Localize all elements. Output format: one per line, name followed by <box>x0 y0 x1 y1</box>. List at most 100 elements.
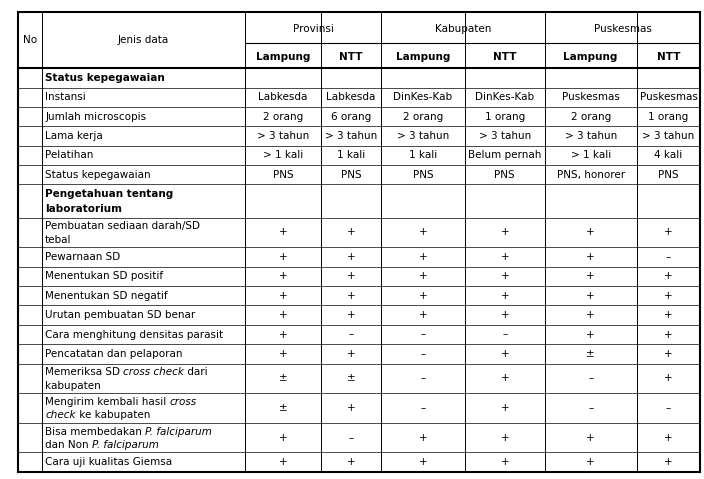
Text: Memeriksa SD: Memeriksa SD <box>45 367 123 377</box>
Text: PNS: PNS <box>413 170 433 180</box>
Text: +: + <box>586 291 595 301</box>
Text: Lampung: Lampung <box>563 52 618 62</box>
Text: ±: ± <box>347 374 356 383</box>
Text: > 3 tahun: > 3 tahun <box>643 131 695 141</box>
Text: +: + <box>501 271 509 281</box>
Text: +: + <box>347 228 356 238</box>
Text: –: – <box>666 403 671 413</box>
Text: 1 orang: 1 orang <box>648 112 689 122</box>
Text: P. falciparum: P. falciparum <box>92 440 159 450</box>
Text: ±: ± <box>586 349 595 359</box>
Text: Pencatatan dan pelaporan: Pencatatan dan pelaporan <box>45 349 182 359</box>
Text: Menentukan SD positif: Menentukan SD positif <box>45 271 163 281</box>
Text: Lampung: Lampung <box>396 52 450 62</box>
Text: laboratorium: laboratorium <box>45 205 122 215</box>
Text: Mengirim kembali hasil: Mengirim kembali hasil <box>45 397 170 407</box>
Text: +: + <box>586 228 595 238</box>
Text: Status kepegawaian: Status kepegawaian <box>45 73 165 83</box>
Text: NTT: NTT <box>493 52 517 62</box>
Text: +: + <box>664 433 673 443</box>
Text: +: + <box>347 457 356 467</box>
Text: dan Non: dan Non <box>45 440 92 450</box>
Text: PNS: PNS <box>494 170 515 180</box>
Text: +: + <box>347 349 356 359</box>
Text: +: + <box>664 374 673 383</box>
Text: Puskesmas: Puskesmas <box>593 23 651 34</box>
Text: +: + <box>419 252 427 262</box>
Text: +: + <box>279 433 287 443</box>
Text: Pelatihan: Pelatihan <box>45 150 94 160</box>
Text: ke kabupaten: ke kabupaten <box>75 411 150 421</box>
Text: +: + <box>279 271 287 281</box>
Text: ±: ± <box>279 374 287 383</box>
Text: +: + <box>347 310 356 320</box>
Text: Puskesmas: Puskesmas <box>640 92 698 102</box>
Text: +: + <box>664 310 673 320</box>
Text: –: – <box>666 252 671 262</box>
Text: Instansi: Instansi <box>45 92 86 102</box>
Text: Pengetahuan tentang: Pengetahuan tentang <box>45 189 173 199</box>
Text: –: – <box>348 330 353 340</box>
Text: Lampung: Lampung <box>256 52 310 62</box>
Text: 6 orang: 6 orang <box>331 112 371 122</box>
Text: +: + <box>586 433 595 443</box>
Text: > 3 tahun: > 3 tahun <box>479 131 531 141</box>
Text: P. falciparum: P. falciparum <box>145 427 212 436</box>
Text: +: + <box>586 252 595 262</box>
Text: +: + <box>586 330 595 340</box>
Text: +: + <box>501 457 509 467</box>
Text: +: + <box>501 349 509 359</box>
Text: +: + <box>586 457 595 467</box>
Text: +: + <box>664 457 673 467</box>
Text: +: + <box>664 271 673 281</box>
Text: 2 orang: 2 orang <box>263 112 303 122</box>
Text: Provinsi: Provinsi <box>293 23 334 34</box>
Text: Puskesmas: Puskesmas <box>562 92 620 102</box>
Text: > 1 kali: > 1 kali <box>570 150 611 160</box>
Text: +: + <box>501 291 509 301</box>
Text: +: + <box>347 291 356 301</box>
Text: Lama kerja: Lama kerja <box>45 131 103 141</box>
Text: > 3 tahun: > 3 tahun <box>397 131 449 141</box>
Text: Bisa membedakan: Bisa membedakan <box>45 427 145 436</box>
Text: check: check <box>45 411 75 421</box>
Text: –: – <box>420 349 425 359</box>
Text: dari: dari <box>184 367 208 377</box>
Text: Jenis data: Jenis data <box>118 35 169 45</box>
Text: Pembuatan sediaan darah/SD: Pembuatan sediaan darah/SD <box>45 221 200 231</box>
Text: cross check: cross check <box>123 367 184 377</box>
Text: 1 kali: 1 kali <box>409 150 437 160</box>
Text: tebal: tebal <box>45 235 72 245</box>
Text: +: + <box>501 310 509 320</box>
Text: kabupaten: kabupaten <box>45 381 101 391</box>
Text: +: + <box>347 271 356 281</box>
Text: PNS, honorer: PNS, honorer <box>557 170 624 180</box>
Text: +: + <box>586 310 595 320</box>
Text: > 3 tahun: > 3 tahun <box>257 131 309 141</box>
Text: +: + <box>419 310 427 320</box>
Text: DinKes-Kab: DinKes-Kab <box>394 92 453 102</box>
Text: Cara menghitung densitas parasit: Cara menghitung densitas parasit <box>45 330 223 340</box>
Text: 1 kali: 1 kali <box>337 150 365 160</box>
Text: Labkesda: Labkesda <box>327 92 376 102</box>
Text: +: + <box>664 228 673 238</box>
Text: –: – <box>348 433 353 443</box>
Text: +: + <box>501 403 509 413</box>
Text: NTT: NTT <box>339 52 363 62</box>
Text: +: + <box>419 271 427 281</box>
Text: 4 kali: 4 kali <box>655 150 683 160</box>
Text: DinKes-Kab: DinKes-Kab <box>475 92 534 102</box>
Text: Status kepegawaian: Status kepegawaian <box>45 170 151 180</box>
Text: –: – <box>420 403 425 413</box>
Text: –: – <box>420 330 425 340</box>
Text: 1 orang: 1 orang <box>484 112 525 122</box>
Text: Kabupaten: Kabupaten <box>434 23 491 34</box>
Text: > 3 tahun: > 3 tahun <box>325 131 377 141</box>
Text: +: + <box>347 252 356 262</box>
Text: 2 orang: 2 orang <box>403 112 443 122</box>
Text: Menentukan SD negatif: Menentukan SD negatif <box>45 291 168 301</box>
Text: +: + <box>279 228 287 238</box>
Text: > 3 tahun: > 3 tahun <box>565 131 617 141</box>
Text: +: + <box>279 291 287 301</box>
Text: Labkesda: Labkesda <box>258 92 308 102</box>
